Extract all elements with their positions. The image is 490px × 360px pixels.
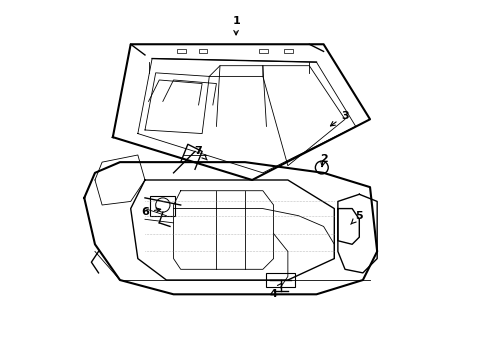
Bar [259, 49, 268, 53]
Text: 4: 4 [270, 283, 282, 299]
Text: 2: 2 [319, 154, 327, 167]
Bar [177, 49, 186, 53]
Text: 3: 3 [330, 111, 349, 126]
Bar [267, 273, 295, 287]
Text: 6: 6 [141, 207, 161, 217]
Text: 7: 7 [195, 147, 207, 160]
Bar [284, 49, 293, 53]
Text: 5: 5 [351, 211, 363, 224]
Bar [150, 196, 175, 216]
Text: 1: 1 [232, 16, 240, 35]
Bar [198, 49, 207, 53]
